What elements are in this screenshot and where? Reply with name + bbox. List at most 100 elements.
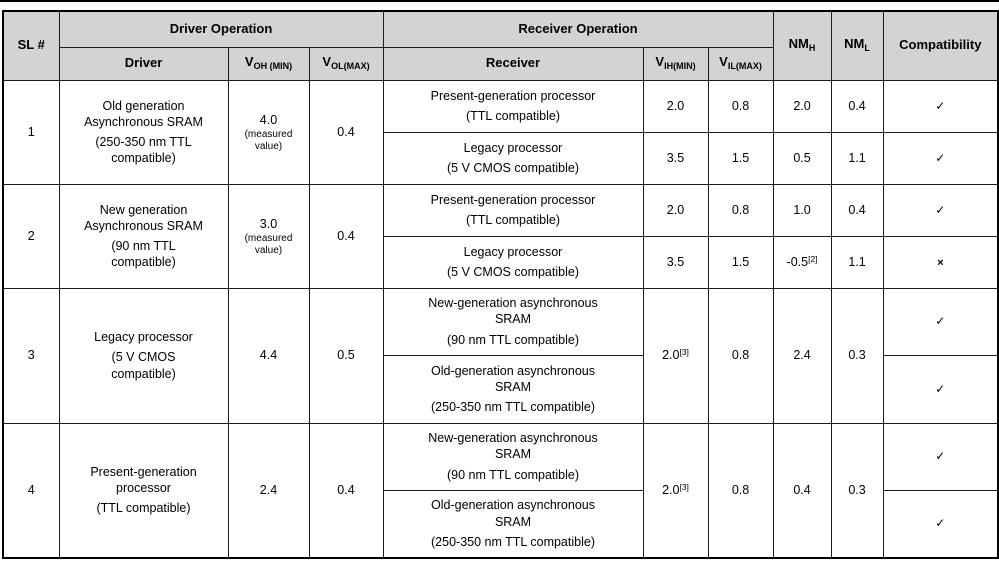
check-icon: ✓ [935,516,946,531]
compatibility-cell: ✓ [882,354,999,424]
vil-cell: 0.8 [707,422,774,559]
receiver-spec: (TTL compatible) [465,213,560,227]
driver-name: New generation Asynchronous SRAM [84,202,203,233]
vol-subscript: OL(MAX) [331,61,370,72]
receiver-name: Present-generation processor [430,88,596,103]
driver-cell: Present-generation processor (TTL compat… [58,422,229,559]
voh-cell: 4.4 [227,287,310,424]
vih-cell: 2.0[3] [642,287,709,424]
driver-spec: (90 nm TTL compatible) [111,239,176,270]
compatibility-cell: × [882,235,999,289]
check-icon: ✓ [935,98,946,113]
nml-cell: 0.3 [830,422,884,559]
receiver-cell: New-generation asynchronous SRAM (90 nm … [382,287,644,356]
vil-cell: 1.5 [707,235,774,289]
header-sub-row: Driver VOH (MIN) VOL(MAX) Receiver VIH(M… [3,46,998,81]
voh-value: 3.0 [259,216,278,231]
compatibility-cell: ✓ [882,422,999,491]
nml-cell: 0.4 [830,79,884,133]
vih-value: 2.0 [662,348,680,363]
voh-note: (measured value) [244,233,293,256]
receiver-spec: (TTL compatible) [465,109,560,123]
vih-label: V [655,54,665,70]
voh-subscript: OH (MIN) [253,61,293,72]
voh-label: V [244,54,254,70]
header-receiver-operation: Receiver Operation [382,10,774,48]
receiver-name: Old-generation asynchronous SRAM [431,363,595,394]
vol-cell: 0.4 [308,422,384,559]
vil-label: V [719,54,728,70]
receiver-spec: (5 V CMOS compatible) [447,161,579,175]
sl-cell: 3 [2,287,60,424]
vol-label: V [322,54,332,70]
vil-cell: 0.8 [707,79,774,133]
top-rule-divider [0,0,999,2]
driver-spec: (TTL compatible) [96,501,191,516]
nmh-cell: 0.5 [772,131,832,185]
voh-cell: 4.0 (measured value) [227,79,310,185]
table-row: Old-generation asynchronous SRAM (250-35… [3,354,999,424]
vol-cell: 0.4 [308,79,384,185]
nmh-label: NM [788,36,809,52]
receiver-spec: (90 nm TTL compatible) [447,332,579,347]
receiver-spec: (250-350 nm TTL compatible) [431,400,595,415]
table-row: 2 New generation Asynchronous SRAM (90 n… [2,183,999,289]
nml-cell: 1.1 [830,131,884,185]
header-voh: VOH (MIN) [227,46,310,81]
compatibility-table: SL # Driver Operation Receiver Operation… [2,10,999,559]
nmh-cell: 2.4 [772,287,832,424]
check-icon: ✓ [935,449,946,464]
nml-subscript: L [864,43,870,54]
vih-subscript: IH(MIN) [664,61,696,72]
receiver-cell: New-generation asynchronous SRAM (90 nm … [382,422,644,491]
receiver-cell: Old-generation asynchronous SRAM (250-35… [382,354,644,424]
header-compatibility: Compatibility [882,10,999,81]
table-row: 4 Present-generation processor (TTL comp… [2,422,999,559]
nmh-cell: 0.4 [772,422,832,559]
voh-cell: 3.0 (measured value) [227,183,310,289]
compatibility-cell: ✓ [882,183,999,237]
voh-cell: 2.4 [227,422,310,559]
sl-cell: 1 [2,79,60,185]
check-icon: ✓ [935,314,946,329]
vil-cell: 0.8 [707,287,774,424]
nmh-cell: 1.0 [772,183,832,237]
compatibility-cell: ✓ [882,131,999,185]
nml-label: NM [844,36,865,52]
header-vih: VIH(MIN) [642,46,709,81]
voh-value: 4.0 [259,112,278,127]
header-driver-operation: Driver Operation [58,10,384,48]
receiver-spec: (250-350 nm TTL compatible) [431,534,595,549]
receiver-name: New-generation asynchronous SRAM [428,296,598,327]
receiver-name: Present-generation processor [430,192,596,207]
footnote-ref: [3] [679,347,689,358]
vih-cell: 2.0 [642,183,709,237]
check-icon: ✓ [935,381,946,396]
header-vil: VIL(MAX) [707,46,774,81]
table-row: 1 Old generation Asynchronous SRAM (250-… [2,79,999,185]
footnote-ref: [3] [679,482,689,493]
nmh-cell: 2.0 [772,79,832,133]
vol-cell: 0.5 [308,287,384,424]
receiver-cell: Legacy processor (5 V CMOS compatible) [382,131,644,185]
compatibility-cell: ✓ [882,79,999,133]
header-vol: VOL(MAX) [308,46,384,81]
vih-value: 2.0 [662,483,680,498]
driver-cell: Old generation Asynchronous SRAM (250-35… [58,79,229,185]
receiver-cell: Old-generation asynchronous SRAM (250-35… [382,489,644,559]
vil-cell: 1.5 [707,131,774,185]
header-nmh: NMH [772,10,832,81]
table-row: Legacy processor (5 V CMOS compatible) 3… [3,131,999,185]
driver-name: Legacy processor [94,330,193,345]
header-nml: NML [830,10,884,81]
nml-cell: 1.1 [830,235,884,289]
vih-cell: 3.5 [642,131,709,185]
nmh-cell: -0.5[2] [772,235,832,289]
receiver-spec: (90 nm TTL compatible) [447,467,579,482]
cross-icon: × [937,256,944,269]
vil-subscript: IL(MAX) [727,61,762,72]
sl-cell: 4 [2,422,60,559]
nml-cell: 0.4 [830,183,884,237]
driver-spec: (5 V CMOS compatible) [111,350,176,381]
driver-cell: New generation Asynchronous SRAM (90 nm … [58,183,229,289]
